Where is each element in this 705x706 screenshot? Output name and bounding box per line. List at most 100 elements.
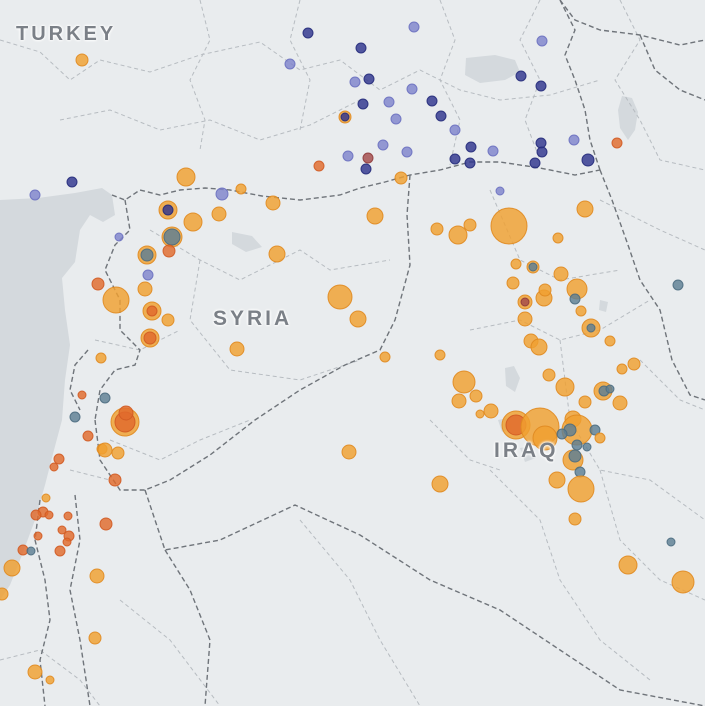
event-point[interactable]	[357, 98, 369, 110]
event-point[interactable]	[475, 409, 485, 419]
event-point[interactable]	[390, 113, 402, 125]
event-point[interactable]	[406, 83, 418, 95]
event-point[interactable]	[27, 664, 43, 680]
event-point[interactable]	[431, 475, 449, 493]
event-point[interactable]	[62, 537, 72, 547]
event-point[interactable]	[41, 493, 51, 503]
event-point[interactable]	[575, 305, 587, 317]
event-point[interactable]	[548, 471, 566, 489]
event-point[interactable]	[430, 222, 444, 236]
event-point[interactable]	[99, 392, 111, 404]
event-point[interactable]	[581, 153, 595, 167]
event-point[interactable]	[616, 363, 628, 375]
event-point[interactable]	[0, 587, 9, 601]
event-point[interactable]	[342, 150, 354, 162]
event-point[interactable]	[401, 146, 413, 158]
event-point[interactable]	[530, 338, 548, 356]
event-point[interactable]	[327, 284, 353, 310]
event-point[interactable]	[341, 444, 357, 460]
event-point[interactable]	[360, 163, 372, 175]
event-point[interactable]	[163, 228, 181, 246]
event-point[interactable]	[529, 157, 541, 169]
event-point[interactable]	[97, 442, 113, 458]
event-point[interactable]	[29, 189, 41, 201]
event-point[interactable]	[377, 139, 389, 151]
event-point[interactable]	[379, 351, 391, 363]
event-point[interactable]	[451, 393, 467, 409]
event-point[interactable]	[69, 411, 81, 423]
event-point[interactable]	[142, 269, 154, 281]
event-point[interactable]	[95, 352, 107, 364]
event-point[interactable]	[594, 432, 606, 444]
event-point[interactable]	[49, 462, 59, 472]
event-point[interactable]	[426, 95, 438, 107]
event-point[interactable]	[53, 453, 65, 465]
event-point[interactable]	[77, 390, 87, 400]
event-point[interactable]	[349, 310, 367, 328]
event-point[interactable]	[44, 510, 54, 520]
event-point[interactable]	[463, 218, 477, 232]
event-point[interactable]	[3, 559, 21, 577]
event-point[interactable]	[618, 555, 638, 575]
event-point[interactable]	[89, 568, 105, 584]
event-point[interactable]	[483, 403, 499, 419]
event-point[interactable]	[99, 517, 113, 531]
event-point[interactable]	[553, 266, 569, 282]
event-point[interactable]	[363, 73, 375, 85]
event-point[interactable]	[265, 195, 281, 211]
event-point[interactable]	[578, 395, 592, 409]
event-point[interactable]	[552, 232, 564, 244]
event-point[interactable]	[452, 370, 476, 394]
event-point[interactable]	[536, 146, 548, 158]
event-point[interactable]	[146, 305, 158, 317]
event-point[interactable]	[302, 27, 314, 39]
event-point[interactable]	[536, 35, 548, 47]
event-point[interactable]	[75, 53, 89, 67]
event-point[interactable]	[45, 675, 55, 685]
event-point[interactable]	[88, 631, 102, 645]
event-point[interactable]	[449, 124, 461, 136]
event-point[interactable]	[671, 570, 695, 594]
event-point[interactable]	[340, 112, 350, 122]
event-point[interactable]	[57, 525, 67, 535]
event-point[interactable]	[568, 134, 580, 146]
event-point[interactable]	[448, 225, 468, 245]
event-point[interactable]	[111, 446, 125, 460]
event-point[interactable]	[568, 449, 582, 463]
event-point[interactable]	[349, 76, 361, 88]
event-point[interactable]	[366, 207, 384, 225]
event-point[interactable]	[469, 389, 483, 403]
event-point[interactable]	[26, 546, 36, 556]
event-point[interactable]	[108, 473, 122, 487]
event-point[interactable]	[604, 335, 616, 347]
event-point[interactable]	[605, 384, 615, 394]
event-point[interactable]	[30, 509, 42, 521]
event-point[interactable]	[355, 42, 367, 54]
event-point[interactable]	[535, 80, 547, 92]
event-point[interactable]	[542, 368, 556, 382]
event-point[interactable]	[63, 511, 73, 521]
event-point[interactable]	[515, 70, 527, 82]
event-point[interactable]	[394, 171, 408, 185]
event-point[interactable]	[464, 157, 476, 169]
event-point[interactable]	[235, 183, 247, 195]
event-point[interactable]	[313, 160, 325, 172]
event-point[interactable]	[569, 293, 581, 305]
event-point[interactable]	[102, 286, 130, 314]
event-point[interactable]	[556, 428, 568, 440]
event-point[interactable]	[82, 430, 94, 442]
event-point[interactable]	[490, 207, 528, 245]
event-point[interactable]	[17, 544, 29, 556]
event-point[interactable]	[162, 204, 174, 216]
event-point[interactable]	[140, 248, 154, 262]
event-point[interactable]	[183, 212, 203, 232]
event-point[interactable]	[538, 283, 552, 297]
event-point[interactable]	[54, 545, 66, 557]
event-point[interactable]	[611, 137, 623, 149]
event-point[interactable]	[211, 206, 227, 222]
event-point[interactable]	[434, 349, 446, 361]
event-point[interactable]	[449, 153, 461, 165]
event-point[interactable]	[114, 232, 124, 242]
